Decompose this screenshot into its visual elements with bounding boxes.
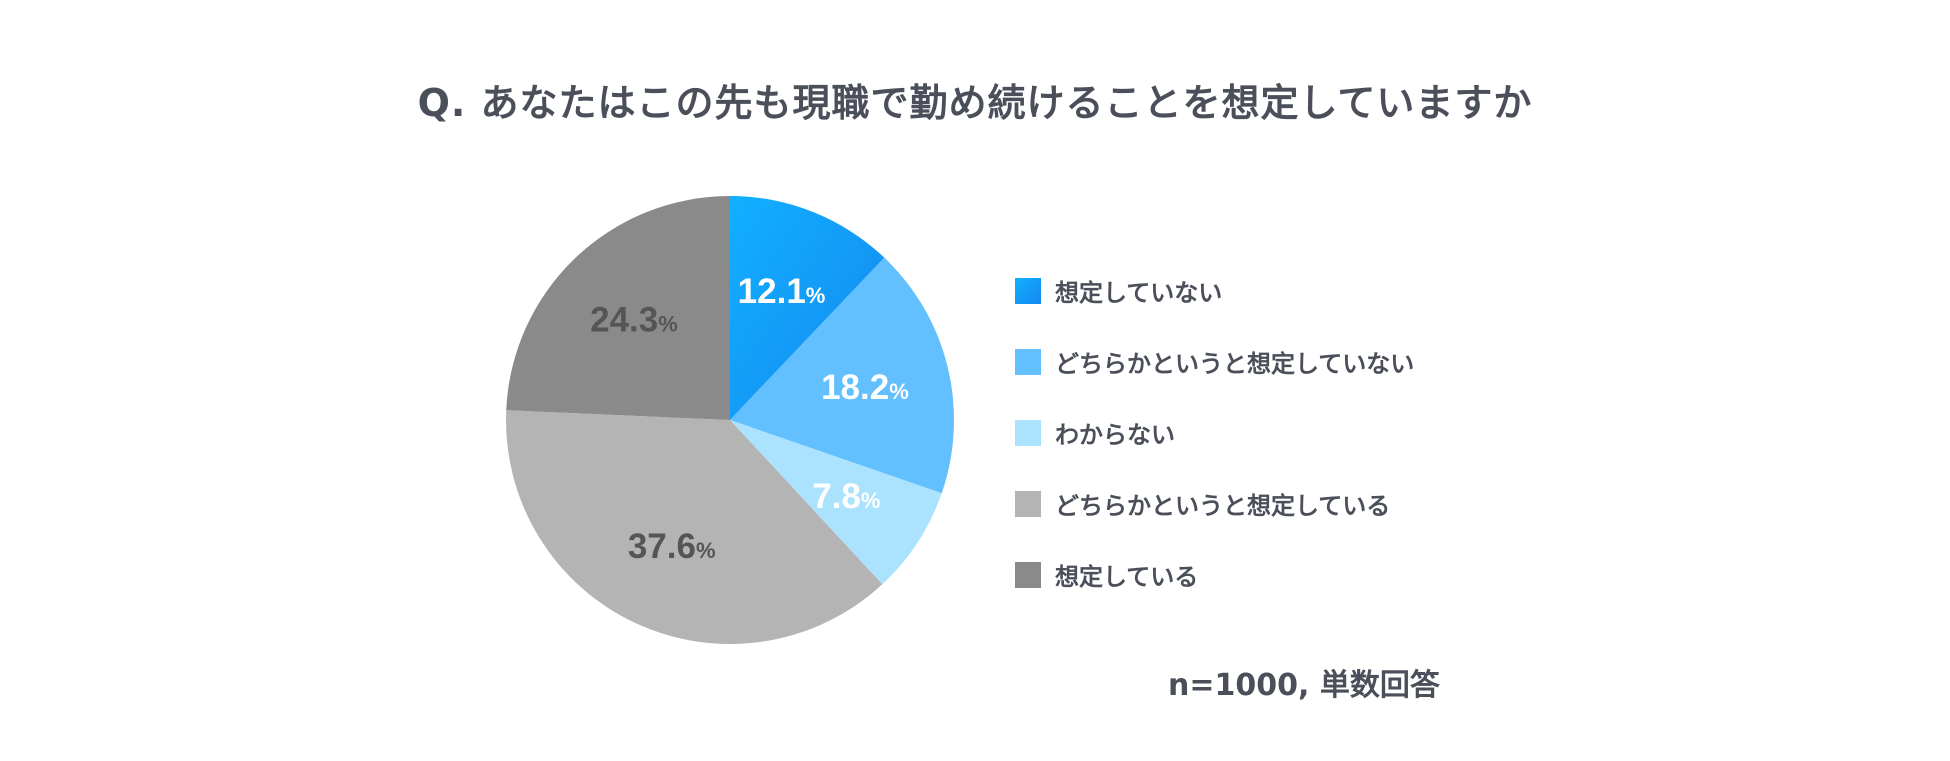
pie-value-label-unsure: 7.8% (812, 477, 880, 516)
legend-label: わからない (1055, 421, 1175, 449)
pie-value-label-somewhat-not-expecting: 18.2% (821, 368, 909, 407)
legend-label: どちらかというと想定していない (1055, 350, 1415, 378)
legend-item-somewhat-expecting: どちらかというと想定している (1015, 468, 1414, 539)
legend-label: どちらかというと想定している (1055, 492, 1391, 520)
pie-value-label-expecting: 24.3% (590, 301, 678, 340)
legend-swatch (1015, 348, 1041, 375)
chart-title: Q. あなたはこの先も現職で勤め続けることを想定していますか (417, 81, 1533, 125)
pie-value-labels: 12.1% 18.2% 7.8% 37.6% 24.3% (590, 272, 909, 566)
legend-label: 想定していない (1055, 279, 1223, 307)
pie-slice-unsure (730, 420, 942, 585)
pie-slice-not-expecting (730, 196, 885, 420)
legend-item-somewhat-not-expecting: どちらかというと想定していない (1015, 326, 1414, 397)
pie-chart: 12.1% 18.2% 7.8% 37.6% 24.3% (506, 196, 954, 645)
pie-slice-somewhat-not-expecting (730, 257, 954, 494)
legend-swatch (1015, 561, 1041, 588)
legend-swatch (1015, 490, 1041, 517)
legend-item-not-expecting: 想定していない (1015, 255, 1414, 326)
pie-slices (506, 196, 954, 645)
legend-item-expecting: 想定している (1015, 539, 1414, 610)
legend-label: 想定している (1055, 563, 1199, 591)
legend: 想定していないどちらかというと想定していない わからないどちらかというと想定してい… (1015, 255, 1414, 610)
pie-value-label-somewhat-expecting: 37.6% (628, 527, 716, 566)
legend-swatch (1015, 277, 1041, 304)
pie-slice-expecting (506, 196, 730, 420)
sample-size-note: n=1000, 単数回答 (1168, 668, 1440, 703)
pie-slice-somewhat-expecting (506, 410, 883, 645)
legend-item-unsure: わからない (1015, 397, 1414, 468)
legend-swatch (1015, 419, 1041, 446)
pie-value-label-not-expecting: 12.1% (738, 272, 826, 311)
